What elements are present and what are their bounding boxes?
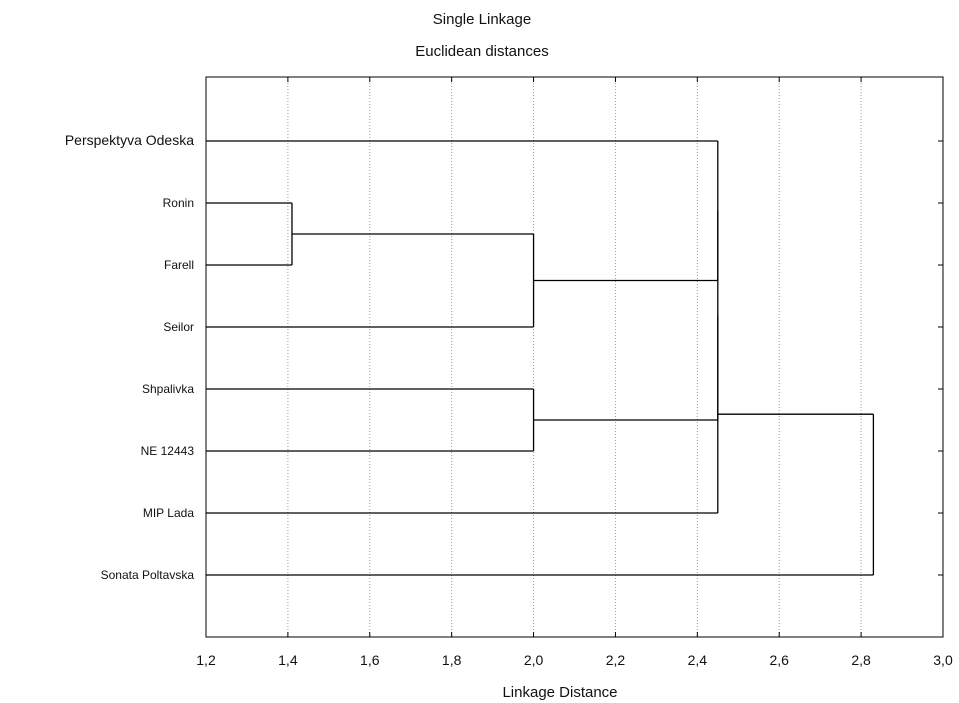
x-tick-labels: 1,2 1,4 1,6 1,8 2,0 2,2 2,4 2,6 2,8 3,0 [196, 652, 953, 668]
leaf-label: Seilor [163, 320, 194, 334]
leaf-label: Sonata Poltavska [101, 568, 195, 582]
dendrogram-links [206, 140, 875, 576]
x-tick-label: 1,6 [360, 652, 380, 668]
x-tick-label: 1,4 [278, 652, 298, 668]
plot-frame [205, 76, 944, 638]
leaf-label: Ronin [163, 196, 194, 210]
x-tick-label: 2,2 [606, 652, 626, 668]
leaf-label: MIP Lada [143, 506, 194, 520]
leaf-labels: Perspektyva Odeska Ronin Farell Seilor Shpal… [65, 132, 194, 582]
x-tick-label: 3,0 [933, 652, 953, 668]
x-tick-label: 2,0 [524, 652, 544, 668]
x-tick-label: 2,4 [688, 652, 708, 668]
leaf-label: Farell [164, 258, 194, 272]
chart-title: Single Linkage [433, 11, 531, 28]
chart-subtitle: Euclidean distances [415, 43, 548, 60]
x-tick-label: 1,2 [196, 652, 216, 668]
x-tick-label: 2,8 [851, 652, 871, 668]
grid-lines [287, 77, 862, 637]
x-axis-label: Linkage Distance [502, 684, 617, 701]
leaf-label: Shpalivka [142, 382, 194, 396]
leaf-label: Perspektyva Odeska [65, 132, 194, 148]
x-tick-label: 1,8 [442, 652, 462, 668]
x-tick-label: 2,6 [769, 652, 789, 668]
leaf-label: NE 12443 [141, 444, 195, 458]
axis-ticks [205, 77, 944, 637]
